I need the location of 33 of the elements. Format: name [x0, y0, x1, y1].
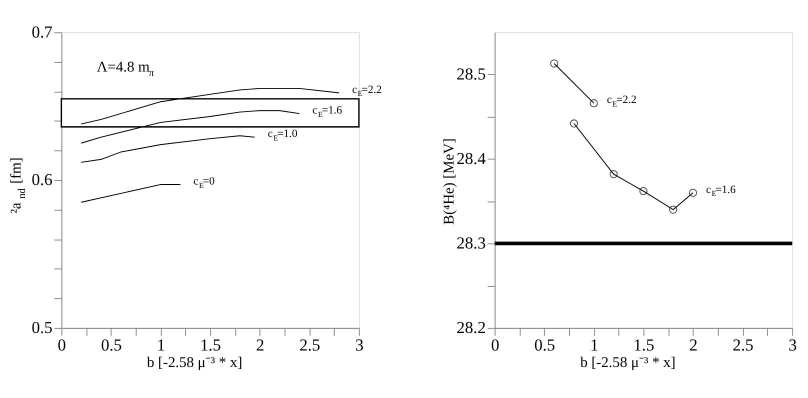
- y-axis-title: B(⁴He) [MeV]: [442, 138, 458, 225]
- x-axis-title: b [-2.58 μ⁻³ * x]: [146, 354, 242, 371]
- point: [639, 187, 648, 196]
- x-tick-label: 1: [156, 336, 166, 355]
- x-tick-label: 2: [689, 336, 698, 355]
- y-tick-label: 0.7: [32, 22, 53, 42]
- line-series: [80, 135, 256, 163]
- x-tick-label: 0: [58, 336, 66, 355]
- point: [688, 188, 698, 197]
- x-tick-label: 1.5: [633, 336, 654, 355]
- x-tick-label: 1.5: [200, 336, 222, 355]
- x-tick-label: 2.5: [732, 336, 754, 355]
- x-axis-title: b [-2.58 μ⁻³ * x]: [580, 354, 676, 371]
- x-tick-label: 0.5: [534, 336, 556, 355]
- point: [610, 170, 618, 178]
- x-tick-label: 1: [590, 336, 598, 355]
- y-tick-label: 0.6: [32, 170, 53, 190]
- y-tick-label: 0.5: [32, 318, 53, 338]
- point: [550, 59, 558, 68]
- y-tick-label: 28.2: [456, 318, 486, 338]
- y-tick-label: 28.5: [456, 64, 486, 84]
- y-tick-label: 28.3: [456, 234, 486, 253]
- x-tick-label: 3: [355, 336, 364, 355]
- y-axis-title: ²and [fm]: [8, 157, 28, 214]
- x-tick-label: 0: [490, 336, 500, 355]
- x-tick-label: 2.5: [299, 336, 320, 355]
- point: [669, 206, 678, 214]
- point: [570, 119, 578, 128]
- x-tick-label: 0.5: [100, 336, 122, 355]
- y-tick-label: 28.4: [456, 149, 486, 168]
- x-tick-label: 2: [256, 336, 264, 355]
- x-tick-label: 3: [788, 336, 797, 355]
- point: [590, 99, 598, 108]
